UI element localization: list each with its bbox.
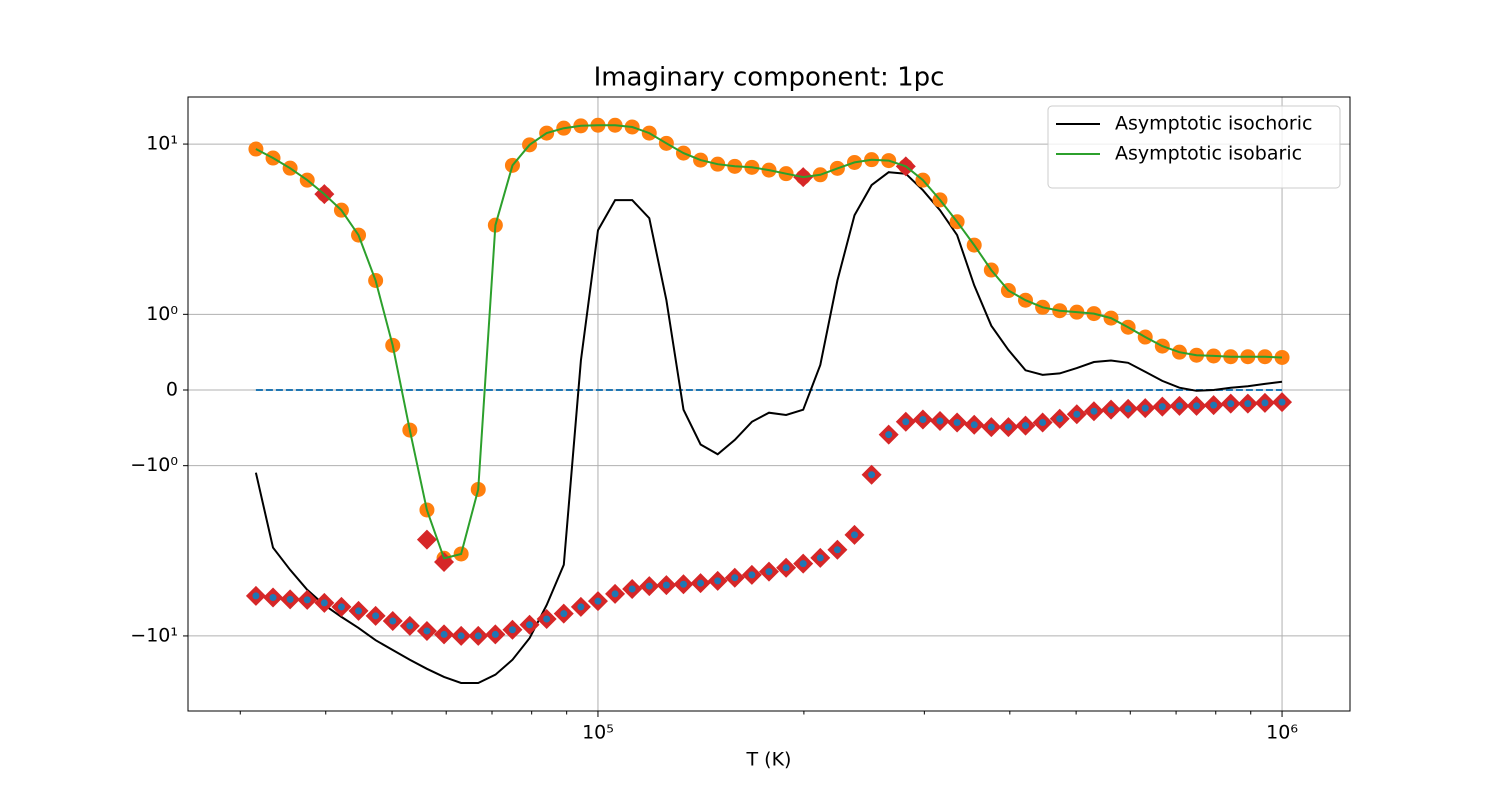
y-tick-label: 10¹ <box>146 133 178 155</box>
marker <box>423 627 431 635</box>
marker <box>1227 400 1235 408</box>
marker <box>731 574 739 582</box>
marker <box>1278 398 1286 406</box>
axes-frame <box>187 96 1351 712</box>
marker <box>679 580 687 588</box>
plot-area <box>245 117 1293 684</box>
x-tick-label: 10⁶ <box>1266 722 1298 744</box>
marker <box>748 571 756 579</box>
marker <box>697 579 705 587</box>
marker <box>1073 410 1081 418</box>
axes: −10¹ −10⁰ 0 10⁰ 10¹ 10⁵ 10⁶ <box>130 133 1298 744</box>
marker <box>782 564 790 572</box>
marker <box>799 560 807 568</box>
marker <box>252 592 260 600</box>
series-line <box>254 171 1283 684</box>
marker <box>662 581 670 589</box>
marker <box>406 622 414 630</box>
marker <box>1124 405 1132 413</box>
marker <box>611 590 619 598</box>
marker <box>628 585 636 593</box>
marker <box>919 416 927 424</box>
marker <box>543 615 551 623</box>
series-line <box>255 124 1283 560</box>
marker <box>1193 402 1201 410</box>
marker <box>1141 404 1149 412</box>
marker <box>902 418 910 426</box>
marker <box>355 607 363 615</box>
marker <box>560 610 568 618</box>
marker <box>1090 407 1098 415</box>
marker <box>577 603 585 611</box>
marker <box>1175 402 1183 410</box>
legend-label: Asymptotic isobaric <box>1115 143 1302 165</box>
marker <box>389 617 397 625</box>
marker <box>885 431 893 439</box>
marker <box>1107 406 1115 414</box>
marker <box>491 630 499 638</box>
marker <box>474 632 482 640</box>
marker <box>1244 400 1252 408</box>
x-axis-label: T (K) <box>746 749 792 771</box>
y-tick-label: 0 <box>166 379 178 401</box>
marker <box>508 626 516 634</box>
legend: Asymptotic isochoric Asymptotic isobaric <box>1047 105 1341 189</box>
marker <box>1056 415 1064 423</box>
chart-title: Imaginary component: 1pc <box>594 63 945 93</box>
marker <box>457 632 465 640</box>
marker <box>970 421 978 429</box>
marker <box>1274 349 1290 365</box>
y-tick-label: 10⁰ <box>146 303 178 325</box>
marker <box>269 594 277 602</box>
marker <box>372 612 380 620</box>
marker <box>286 595 294 603</box>
marker <box>645 582 653 590</box>
marker <box>440 630 448 638</box>
marker <box>868 471 876 479</box>
marker <box>850 531 858 539</box>
legend-label: Asymptotic isochoric <box>1115 113 1312 135</box>
marker <box>816 554 824 562</box>
marker <box>337 603 345 611</box>
marker <box>303 596 311 604</box>
marker <box>1039 419 1047 427</box>
marker <box>936 417 944 425</box>
y-tick-label: −10⁰ <box>130 454 178 476</box>
marker <box>714 577 722 585</box>
x-tick-label: 10⁵ <box>582 722 614 744</box>
marker <box>1158 403 1166 411</box>
marker <box>526 621 534 629</box>
marker <box>1210 401 1218 409</box>
marker <box>594 597 602 605</box>
marker <box>833 546 841 554</box>
marker <box>320 599 328 607</box>
marker <box>953 419 961 427</box>
y-tick-label: −10¹ <box>130 624 178 646</box>
marker <box>416 529 437 550</box>
legend-box <box>1047 105 1341 189</box>
marker <box>987 423 995 431</box>
marker <box>765 568 773 576</box>
marker <box>1004 423 1012 431</box>
marker <box>1261 399 1269 407</box>
marker <box>1022 422 1030 430</box>
